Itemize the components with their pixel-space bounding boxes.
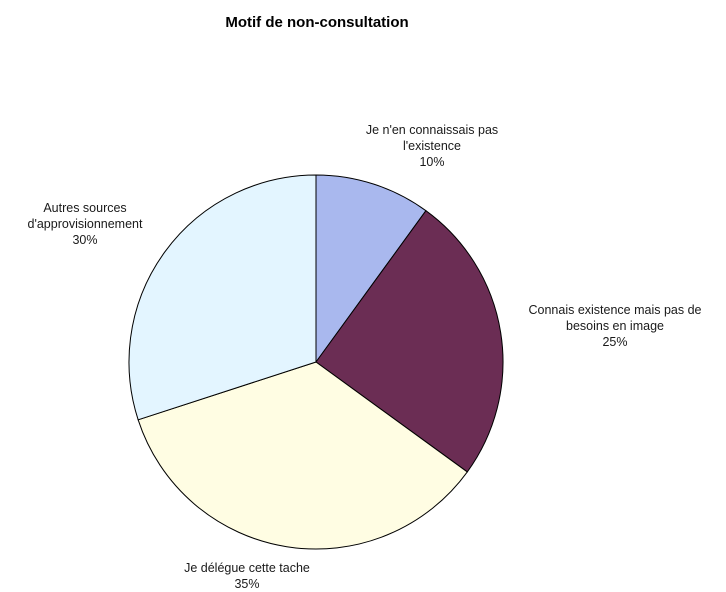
- slice-name-line: Je n'en connaissais pas: [366, 123, 498, 137]
- slice-value-label: 10%: [419, 155, 444, 169]
- slice-name-line: Connais existence mais pas de: [528, 303, 701, 317]
- slice-value-label: 30%: [72, 233, 97, 247]
- slice-label-4: Autres sources d'approvisionnement 30%: [28, 201, 143, 247]
- pie-slices: [128, 174, 504, 550]
- chart-title: Motif de non-consultation: [225, 14, 408, 31]
- pie-slice-3: [137, 361, 468, 550]
- pie-slice-1: [315, 174, 427, 364]
- slice-label-2: Connais existence mais pas de besoins en …: [528, 303, 701, 349]
- slice-name-line: Autres sources: [43, 201, 126, 215]
- slice-value-label: 25%: [602, 335, 627, 349]
- slice-value-label: 35%: [234, 577, 259, 591]
- slice-label-1: Je n'en connaissais pas l'existence 10%: [366, 123, 498, 169]
- slice-name-line: d'approvisionnement: [28, 217, 143, 231]
- slice-label-3: Je délégue cette tache 35%: [184, 561, 310, 591]
- pie-slice-4: [128, 174, 317, 421]
- slice-name-line: Je délégue cette tache: [184, 561, 310, 575]
- pie-slice-2: [315, 210, 504, 473]
- slice-name-line: besoins en image: [566, 319, 664, 333]
- slice-name-line: l'existence: [403, 139, 461, 153]
- pie-labels: Je n'en connaissais pas l'existence 10% Con…: [28, 123, 702, 591]
